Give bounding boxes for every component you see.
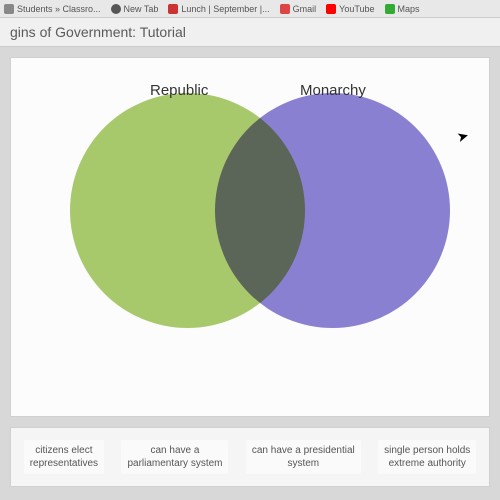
answer-line: extreme authority (384, 457, 470, 470)
venn-diagram: Republic Monarchy (40, 68, 460, 368)
browser-bookmarks-bar: Students » Classro... New Tab Lunch | Se… (0, 0, 500, 18)
venn-diagram-panel: Republic Monarchy ➤ (10, 57, 490, 417)
answer-line: system (252, 457, 355, 470)
answer-tile[interactable]: can have a presidential system (246, 440, 361, 474)
bookmark-item[interactable]: YouTube (326, 4, 374, 14)
bookmark-icon (111, 4, 121, 14)
bookmark-item[interactable]: Maps (385, 4, 420, 14)
page-title: gins of Government: Tutorial (0, 18, 500, 47)
bookmark-icon (4, 4, 14, 14)
bookmark-icon (168, 4, 178, 14)
answer-line: single person holds (384, 444, 470, 457)
venn-right-label: Monarchy (300, 82, 366, 99)
answer-tile[interactable]: can have a parliamentary system (121, 440, 228, 474)
answer-tile[interactable]: single person holds extreme authority (378, 440, 476, 474)
bookmark-label: New Tab (124, 4, 159, 14)
bookmark-label: YouTube (339, 4, 374, 14)
maps-icon (385, 4, 395, 14)
bookmark-label: Lunch | September |... (181, 4, 269, 14)
venn-left-label: Republic (150, 82, 208, 99)
cursor-icon: ➤ (455, 127, 471, 146)
answer-line: can have a (127, 444, 222, 457)
bookmark-label: Gmail (293, 4, 317, 14)
answer-choices-bar: citizens elect representatives can have … (10, 427, 490, 487)
bookmark-label: Students » Classro... (17, 4, 101, 14)
answer-tile[interactable]: citizens elect representatives (24, 440, 104, 474)
answer-line: can have a presidential (252, 444, 355, 457)
bookmark-item[interactable]: Lunch | September |... (168, 4, 269, 14)
venn-right-circle[interactable] (215, 93, 450, 328)
answer-line: citizens elect (30, 444, 98, 457)
bookmark-item[interactable]: New Tab (111, 4, 159, 14)
bookmark-item[interactable]: Gmail (280, 4, 317, 14)
answer-line: parliamentary system (127, 457, 222, 470)
answer-line: representatives (30, 457, 98, 470)
gmail-icon (280, 4, 290, 14)
bookmark-label: Maps (398, 4, 420, 14)
youtube-icon (326, 4, 336, 14)
bookmark-item[interactable]: Students » Classro... (4, 4, 101, 14)
